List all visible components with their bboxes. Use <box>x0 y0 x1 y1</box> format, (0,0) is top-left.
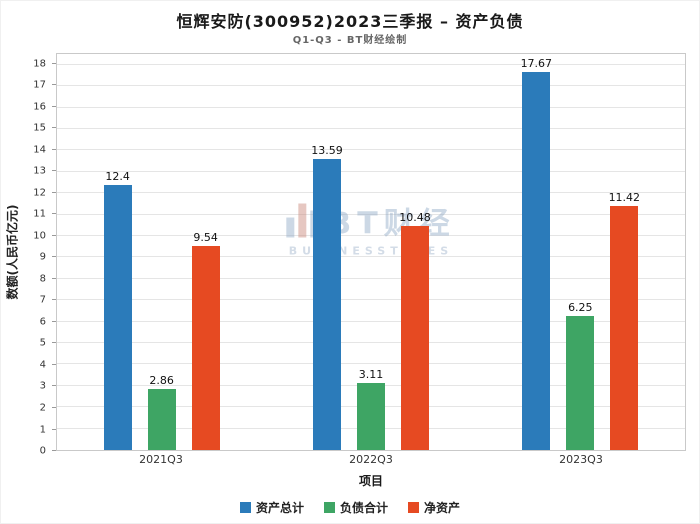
y-tick-mark <box>52 62 56 64</box>
y-tick-mark <box>52 385 56 387</box>
gridline <box>57 234 685 236</box>
gridline <box>57 277 685 279</box>
x-tick-label: 2022Q3 <box>349 453 393 466</box>
y-tick-mark <box>52 256 56 258</box>
y-tick-label: 6 <box>39 316 46 328</box>
bar-value-label: 12.4 <box>105 169 130 183</box>
y-tick-mark <box>52 277 56 279</box>
y-tick-label: 7 <box>39 294 46 306</box>
x-axis: 2021Q3 2022Q3 2023Q3 <box>56 453 686 469</box>
chart-subtitle: Q1-Q3 - BT财经绘制 <box>292 35 408 46</box>
chart-title: 恒辉安防(300952)2023三季报 – 资产负债 <box>176 12 524 31</box>
y-axis: 0 1 2 3 4 5 6 7 8 9 10 11 12 13 14 15 16 17 18 <box>1 53 56 457</box>
bar-负债合计-2021Q3: 2.86 <box>147 374 176 450</box>
y-tick-mark <box>52 84 56 86</box>
y-tick-label: 1 <box>39 424 46 435</box>
bar-value-label: 17.67 <box>520 56 553 70</box>
bar-value-label: 3.11 <box>358 368 384 382</box>
gridline <box>57 213 685 215</box>
legend-item-净资产: 净资产 <box>408 499 460 516</box>
y-tick-label: 13 <box>33 165 46 177</box>
y-tick-mark <box>52 127 56 129</box>
bar-净资产-2023Q3: 11.42 <box>609 191 640 450</box>
bar-value-label: 10.48 <box>399 210 431 224</box>
bar-value-label: 2.86 <box>149 373 174 387</box>
y-tick-mark <box>52 450 56 451</box>
y-tick-label: 4 <box>39 359 46 371</box>
legend-label: 资产总计 <box>255 501 304 515</box>
bar-groups: 12.4 2.86 9.54 13.59 3.11 10.48 17.67 6.25 11.42 <box>57 54 685 450</box>
y-tick-label: 15 <box>33 122 46 134</box>
bar-value-label: 11.42 <box>608 190 641 204</box>
gridline <box>57 192 685 194</box>
y-tick-mark <box>52 105 56 107</box>
y-tick-mark <box>52 428 56 430</box>
bar-group-2023Q3: 17.67 6.25 11.42 <box>476 54 685 450</box>
legend: 资产总计 负债合计 净资产 <box>1 499 699 516</box>
y-tick-mark <box>52 406 56 408</box>
gridline <box>57 363 685 365</box>
legend-label: 负债合计 <box>339 501 388 515</box>
x-tick-label: 2023Q3 <box>559 453 603 466</box>
bar-净资产-2022Q3: 10.48 <box>399 211 431 450</box>
y-tick-label: 0 <box>39 445 46 457</box>
legend-swatch <box>239 502 251 513</box>
legend-label: 净资产 <box>424 501 461 515</box>
y-tick-label: 18 <box>33 58 46 70</box>
y-tick-label: 11 <box>33 208 46 220</box>
y-tick-mark <box>52 234 56 236</box>
y-tick-mark <box>52 342 56 344</box>
y-tick-mark <box>52 148 56 150</box>
y-tick-label: 12 <box>33 187 46 199</box>
bar-净资产-2021Q3: 9.54 <box>191 231 220 450</box>
gridline <box>57 127 685 129</box>
gridline <box>57 149 685 151</box>
y-tick-mark <box>52 170 56 172</box>
y-tick-label: 14 <box>33 144 46 156</box>
bar-group-2021Q3: 12.4 2.86 9.54 <box>57 54 266 450</box>
gridline <box>57 170 685 172</box>
y-tick-mark <box>52 320 56 322</box>
legend-item-负债合计: 负债合计 <box>323 499 388 516</box>
y-tick-label: 2 <box>39 402 46 414</box>
legend-item-资产总计: 资产总计 <box>239 499 304 516</box>
plot-area: BT财经 BUSINESSTIMES 12.4 2.86 9.54 13.59 3.11… <box>56 53 686 451</box>
y-tick-label: 10 <box>33 230 46 242</box>
y-tick-label: 5 <box>39 337 46 349</box>
gridline <box>57 106 685 108</box>
bar-负债合计-2022Q3: 3.11 <box>356 368 385 450</box>
gridline <box>57 256 685 258</box>
y-tick-mark <box>52 363 56 365</box>
y-tick-mark <box>52 213 56 215</box>
x-tick-label: 2021Q3 <box>139 453 183 466</box>
y-tick-label: 8 <box>39 273 46 285</box>
bar-负债合计-2023Q3: 6.25 <box>566 301 595 450</box>
x-axis-title: 项目 <box>358 474 383 488</box>
bar-资产总计-2022Q3: 13.59 <box>311 144 343 450</box>
y-tick-mark <box>52 299 56 301</box>
gridline <box>57 299 685 301</box>
bar-group-2022Q3: 13.59 3.11 10.48 <box>266 54 475 450</box>
gridline <box>57 85 685 87</box>
bar-资产总计-2023Q3: 17.67 <box>521 57 552 450</box>
y-tick-mark <box>52 191 56 193</box>
y-tick-label: 17 <box>33 79 46 91</box>
legend-swatch <box>323 502 335 513</box>
y-tick-label: 16 <box>33 101 46 113</box>
bar-value-label: 6.25 <box>568 301 593 315</box>
gridline <box>57 63 685 65</box>
y-tick-label: 3 <box>39 380 46 392</box>
y-tick-label: 9 <box>39 251 46 263</box>
gridline <box>57 320 685 322</box>
bar-value-label: 9.54 <box>193 230 218 244</box>
bar-资产总计-2021Q3: 12.4 <box>103 170 132 450</box>
bar-value-label: 13.59 <box>311 144 343 158</box>
gridline <box>57 341 685 343</box>
legend-swatch <box>408 502 419 513</box>
